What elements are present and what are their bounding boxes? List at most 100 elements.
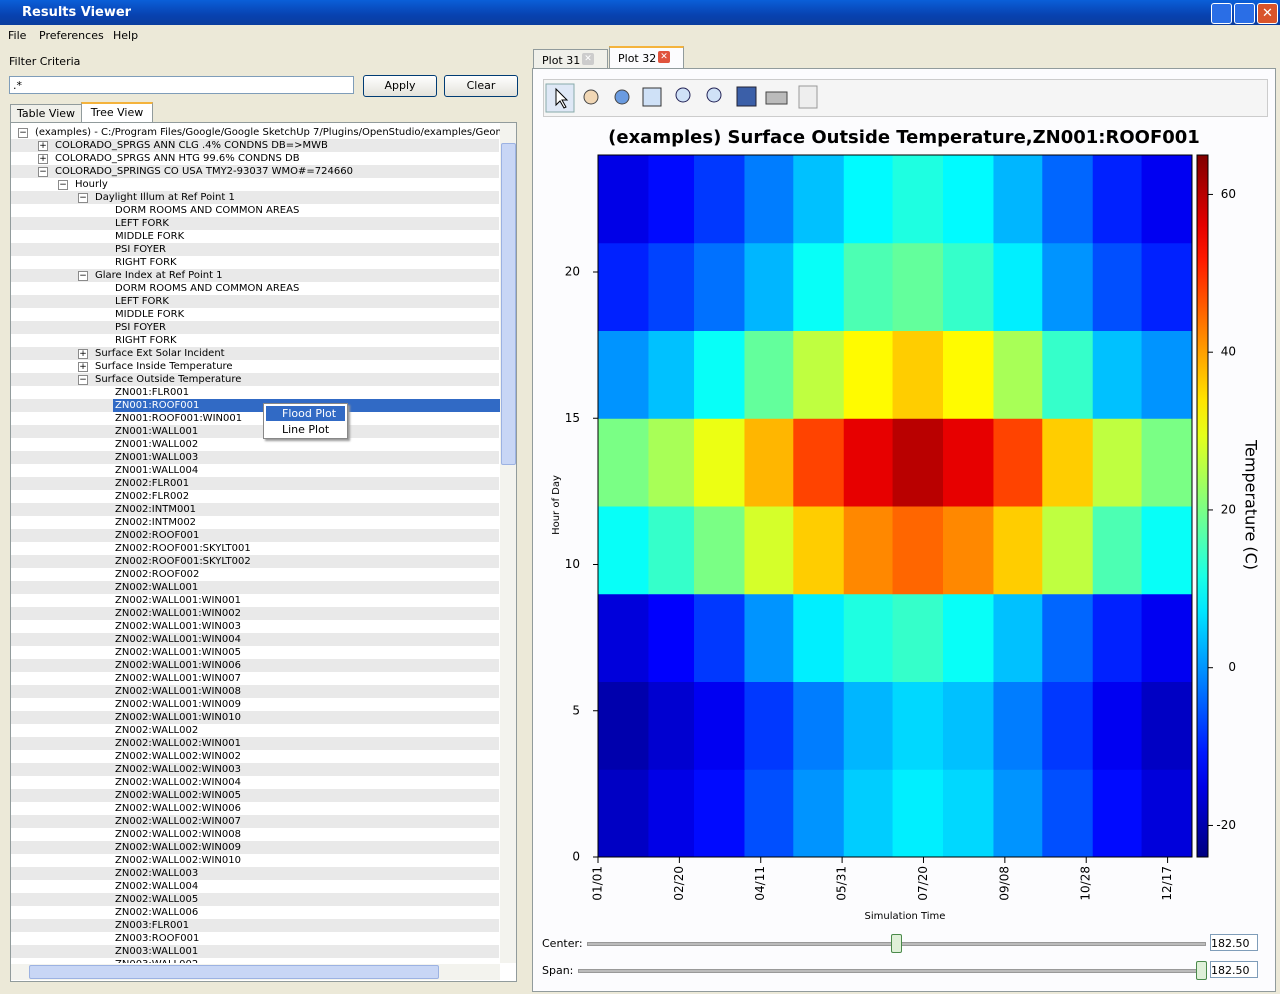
menu-item[interactable]: Help (113, 29, 139, 42)
zoom-in-tool[interactable] (675, 87, 691, 103)
tree-row[interactable]: ZN002:ROOF001 (11, 529, 499, 542)
expand-toggle[interactable]: + (78, 362, 88, 372)
slider-track[interactable] (578, 969, 1206, 973)
collapse-toggle[interactable]: − (58, 180, 68, 190)
tree-row[interactable]: − Glare Index at Ref Point 1 (11, 269, 499, 282)
menu-item[interactable]: Preferences (39, 29, 104, 42)
tree-row[interactable]: PSI FOYER (11, 321, 499, 334)
tree-row[interactable]: ZN002:WALL001:WIN003 (11, 620, 499, 633)
tree-row[interactable]: ZN002:WALL001:WIN007 (11, 672, 499, 685)
tree-row[interactable]: ZN001:FLR001 (11, 386, 499, 399)
slider-value[interactable]: 182.50 (1210, 934, 1258, 951)
tree-row[interactable]: ZN002:WALL006 (11, 906, 499, 919)
tree-row[interactable]: ZN002:WALL002:WIN003 (11, 763, 499, 776)
pan-tool[interactable] (583, 89, 599, 105)
tree-row[interactable]: LEFT FORK (11, 295, 499, 308)
tree-row[interactable]: ZN002:WALL005 (11, 893, 499, 906)
tree-row[interactable]: ZN001:ROOF001 (11, 399, 501, 412)
menu-item[interactable]: File (8, 29, 27, 42)
tree-row[interactable]: + COLORADO_SPRGS ANN CLG .4% CONDNS DB=>M… (11, 139, 499, 152)
tree-row[interactable]: ZN001:WALL002 (11, 438, 499, 451)
tree-row[interactable]: ZN002:WALL002:WIN005 (11, 789, 499, 802)
tree-row[interactable]: ZN002:WALL001:WIN005 (11, 646, 499, 659)
close-button[interactable]: ✕ (1257, 3, 1278, 24)
tree-row[interactable]: ZN002:WALL002 (11, 724, 499, 737)
minimize-button[interactable] (1211, 3, 1232, 24)
tree-row[interactable]: MIDDLE FORK (11, 308, 499, 321)
context-menu-item[interactable]: Flood Plot (266, 406, 345, 421)
tree-row[interactable]: ZN003:FLR001 (11, 919, 499, 932)
tree-row[interactable]: LEFT FORK (11, 217, 499, 230)
tree-row[interactable]: ZN002:WALL002:WIN004 (11, 776, 499, 789)
tree-row[interactable]: ZN002:FLR001 (11, 477, 499, 490)
tree-row[interactable]: PSI FOYER (11, 243, 499, 256)
tree-row[interactable]: + COLORADO_SPRGS ANN HTG 99.6% CONDNS DB (11, 152, 499, 165)
tree-row[interactable]: ZN002:ROOF001:SKYLT001 (11, 542, 499, 555)
tree-row[interactable]: ZN002:WALL001:WIN001 (11, 594, 499, 607)
plot-tab-close[interactable]: ✕ (582, 53, 594, 65)
tree-row[interactable]: ZN002:WALL002:WIN002 (11, 750, 499, 763)
tree-row[interactable]: ZN002:WALL002:WIN007 (11, 815, 499, 828)
tree-row[interactable]: ZN002:WALL002:WIN010 (11, 854, 499, 867)
tree-row[interactable]: ZN001:WALL001 (11, 425, 499, 438)
zoom-box-tool[interactable] (642, 87, 662, 107)
tree-row[interactable]: ZN002:WALL003 (11, 867, 499, 880)
slider-thumb[interactable] (891, 934, 902, 953)
collapse-toggle[interactable]: − (38, 167, 48, 177)
tree-row[interactable]: ZN002:INTM002 (11, 516, 499, 529)
tree-row[interactable]: − COLORADO_SPRINGS CO USA TMY2-93037 WMO#… (11, 165, 499, 178)
print-tool[interactable] (765, 91, 788, 105)
tree-row[interactable]: ZN002:WALL002:WIN009 (11, 841, 499, 854)
tree-row[interactable]: MIDDLE FORK (11, 230, 499, 243)
filter-input[interactable]: .* (9, 76, 354, 94)
save-tool[interactable] (736, 86, 757, 107)
tree-row[interactable]: − Hourly (11, 178, 499, 191)
scroll-thumb[interactable] (29, 965, 439, 979)
tree-row[interactable]: ZN003:ROOF001 (11, 932, 499, 945)
tree-row[interactable]: ZN002:WALL002:WIN008 (11, 828, 499, 841)
clear-button[interactable]: Clear (444, 75, 518, 97)
tree-row[interactable]: DORM ROOMS AND COMMON AREAS (11, 282, 499, 295)
tree-row[interactable]: ZN003:WALL002 (11, 958, 499, 963)
vertical-scrollbar[interactable] (500, 123, 516, 963)
slider-thumb[interactable] (1196, 961, 1207, 980)
collapse-toggle[interactable]: − (18, 128, 28, 138)
tree-row[interactable]: ZN002:ROOF002 (11, 568, 499, 581)
horizontal-scrollbar[interactable] (11, 964, 500, 980)
zoom-out-tool[interactable] (706, 87, 722, 103)
tree-row[interactable]: − Surface Outside Temperature (11, 373, 499, 386)
tree-row[interactable]: RIGHT FORK (11, 256, 499, 269)
tree-row[interactable]: ZN002:WALL002:WIN001 (11, 737, 499, 750)
tree-row[interactable]: ZN002:WALL001:WIN009 (11, 698, 499, 711)
expand-toggle[interactable]: + (78, 349, 88, 359)
scroll-thumb[interactable] (501, 143, 516, 465)
tree-row[interactable]: ZN002:WALL002:WIN006 (11, 802, 499, 815)
tree-row[interactable]: DORM ROOMS AND COMMON AREAS (11, 204, 499, 217)
tree-row[interactable]: ZN001:ROOF001:WIN001 (11, 412, 499, 425)
tree-row[interactable]: ZN002:WALL001:WIN006 (11, 659, 499, 672)
maximize-button[interactable] (1234, 3, 1255, 24)
view-tab[interactable]: Tree View (81, 102, 153, 124)
tree-row[interactable]: − Daylight Illum at Ref Point 1 (11, 191, 499, 204)
tree-row[interactable]: ZN002:WALL001:WIN008 (11, 685, 499, 698)
tree-row[interactable]: − (examples) - C:/Program Files/Google/Go… (11, 126, 501, 139)
slider-value[interactable]: 182.50 (1210, 961, 1258, 978)
tree-row[interactable]: ZN002:WALL001 (11, 581, 499, 594)
plot-tab[interactable]: Plot 32 ✕ (609, 46, 684, 70)
tree-row[interactable]: ZN001:WALL004 (11, 464, 499, 477)
tree-row[interactable]: ZN003:WALL001 (11, 945, 499, 958)
tree-row[interactable]: ZN002:WALL001:WIN010 (11, 711, 499, 724)
expand-toggle[interactable]: + (38, 141, 48, 151)
tree-row[interactable]: ZN002:WALL001:WIN002 (11, 607, 499, 620)
collapse-toggle[interactable]: − (78, 271, 88, 281)
tree-row[interactable]: + Surface Ext Solar Incident (11, 347, 499, 360)
view-tab[interactable]: Table View (10, 104, 82, 122)
context-menu-item[interactable]: Line Plot (282, 423, 330, 436)
tree-row[interactable]: + Surface Inside Temperature (11, 360, 499, 373)
tree-row[interactable]: ZN002:FLR002 (11, 490, 499, 503)
tree-row[interactable]: ZN002:INTM001 (11, 503, 499, 516)
help-tool[interactable] (614, 89, 630, 105)
tree-row[interactable]: ZN002:WALL001:WIN004 (11, 633, 499, 646)
expand-toggle[interactable]: + (38, 154, 48, 164)
tree-row[interactable]: RIGHT FORK (11, 334, 499, 347)
